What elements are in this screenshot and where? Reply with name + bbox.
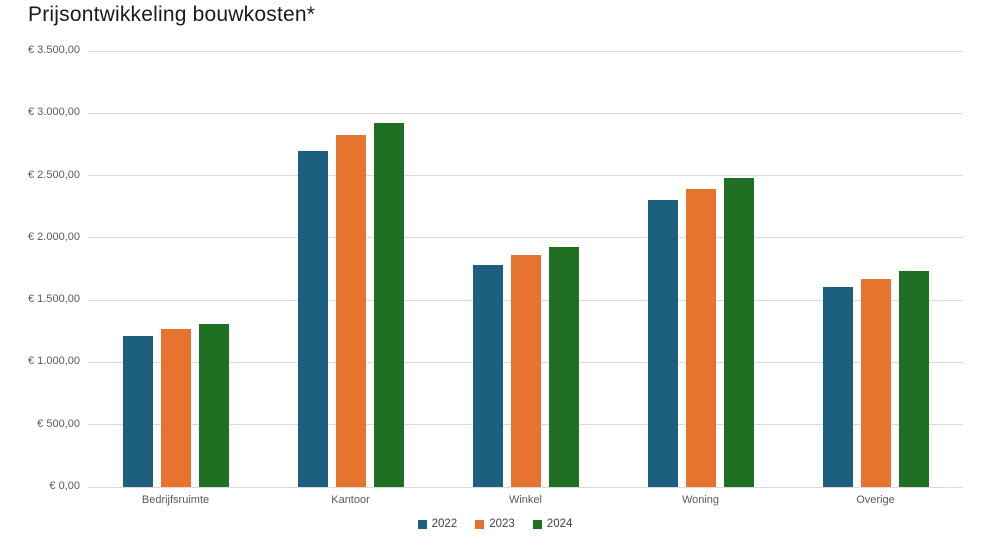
bar-2023-bedrijfsruimte (160, 329, 191, 487)
gridline (88, 50, 963, 52)
gridline (88, 175, 963, 177)
gridline (88, 486, 963, 488)
bar-2022-winkel (472, 265, 503, 487)
y-axis-tick-label: € 500,00 (37, 417, 80, 430)
y-axis-tick-label: € 2.000,00 (28, 230, 80, 243)
bar-2022-overige (822, 287, 853, 487)
x-axis-category-label: Bedrijfsruimte (141, 494, 210, 506)
gridline (88, 237, 963, 239)
legend-item-2024: 2024 (532, 518, 573, 530)
legend-item-2023: 2023 (475, 518, 515, 530)
bar-2024-kantoor (373, 122, 404, 487)
bar-2023-kantoor (335, 135, 366, 487)
y-axis-tick-label: € 0,00 (49, 480, 80, 492)
legend-label-2022: 2022 (431, 518, 458, 530)
bar-2022-bedrijfsruimte (122, 335, 153, 487)
x-axis-category-label: Woning (681, 494, 720, 506)
y-axis-tick-label: € 3.500,00 (28, 44, 80, 56)
bar-2022-woning (647, 200, 678, 487)
bar-2024-bedrijfsruimte (198, 324, 229, 487)
y-axis-tick-label: € 2.500,00 (28, 168, 80, 181)
legend-label-2024: 2024 (546, 518, 573, 530)
legend-item-2022: 2022 (417, 518, 458, 530)
legend-label-2023: 2023 (489, 518, 515, 530)
x-axis-category-label: Overige (856, 494, 895, 506)
y-axis-tick-label: € 1.000,00 (28, 355, 80, 368)
x-axis-category-label: Winkel (508, 494, 542, 506)
bar-2023-woning (685, 189, 716, 487)
bar-2023-overige (860, 278, 891, 487)
bar-2023-winkel (510, 254, 541, 487)
x-axis-category-label: Kantoor (331, 494, 370, 506)
y-axis-tick-label: € 1.500,00 (28, 293, 80, 306)
legend-swatch-2022 (417, 519, 427, 529)
bar-2024-overige (898, 270, 929, 487)
y-axis-tick-label: € 3.000,00 (28, 106, 80, 119)
bar-2024-winkel (548, 246, 579, 487)
legend-swatch-2023 (475, 519, 485, 529)
bar-2022-kantoor (297, 150, 328, 487)
legend: 2022 2023 2024 (0, 518, 990, 530)
gridline (88, 112, 963, 114)
legend-swatch-2024 (532, 519, 542, 529)
bar-2024-woning (723, 178, 754, 487)
chart-title: Prijsontwikkeling bouwkosten* (28, 3, 316, 26)
